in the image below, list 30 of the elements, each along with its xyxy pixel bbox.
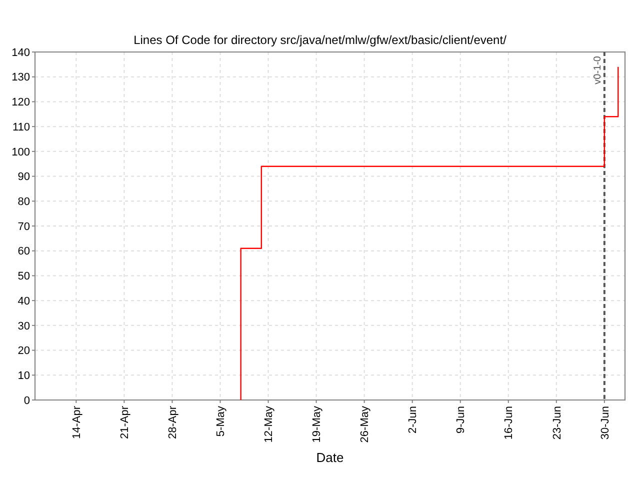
x-axis-title: Date [316,450,344,465]
y-tick-label: 60 [18,246,30,258]
x-tick-label: 2-Jun [407,406,420,434]
y-tick-label: 10 [18,370,30,382]
x-tick-label: 9-Jun [455,406,468,434]
x-tick-label: 16-Jun [503,406,516,440]
ref-line-label: v0-1-0 [592,56,604,84]
x-tick-label: 26-May [359,406,372,443]
y-tick-label: 20 [18,345,30,358]
y-tick-label: 80 [18,196,30,208]
y-tick-label: 110 [12,121,30,134]
y-tick-label: 140 [12,46,30,59]
y-tick-label: 50 [18,270,30,283]
chart-subtitle: Lines Of Code for directory src/java/net/mlw/gfw/ext/basic/client/event/ [134,33,508,47]
y-tick-label: 100 [12,146,30,158]
x-tick-label: 28-Apr [167,406,180,440]
x-tick-label: 21-Apr [119,406,132,440]
x-tick-label: 14-Apr [71,406,84,440]
y-tick-label: 120 [12,96,30,109]
y-tick-label: 40 [18,295,30,308]
y-tick-label: 130 [12,72,30,84]
x-tick-label: 30-Jun [599,406,612,440]
y-tick-label: 0 [24,394,30,407]
x-tick-label: 19-May [311,406,324,443]
y-tick-label: 30 [18,320,30,332]
y-tick-label: 70 [18,220,30,233]
x-tick-label: 23-Jun [551,406,564,440]
x-tick-label: 12-May [263,406,276,443]
x-tick-label: 5-May [215,406,228,437]
y-tick-label: 90 [18,171,30,184]
